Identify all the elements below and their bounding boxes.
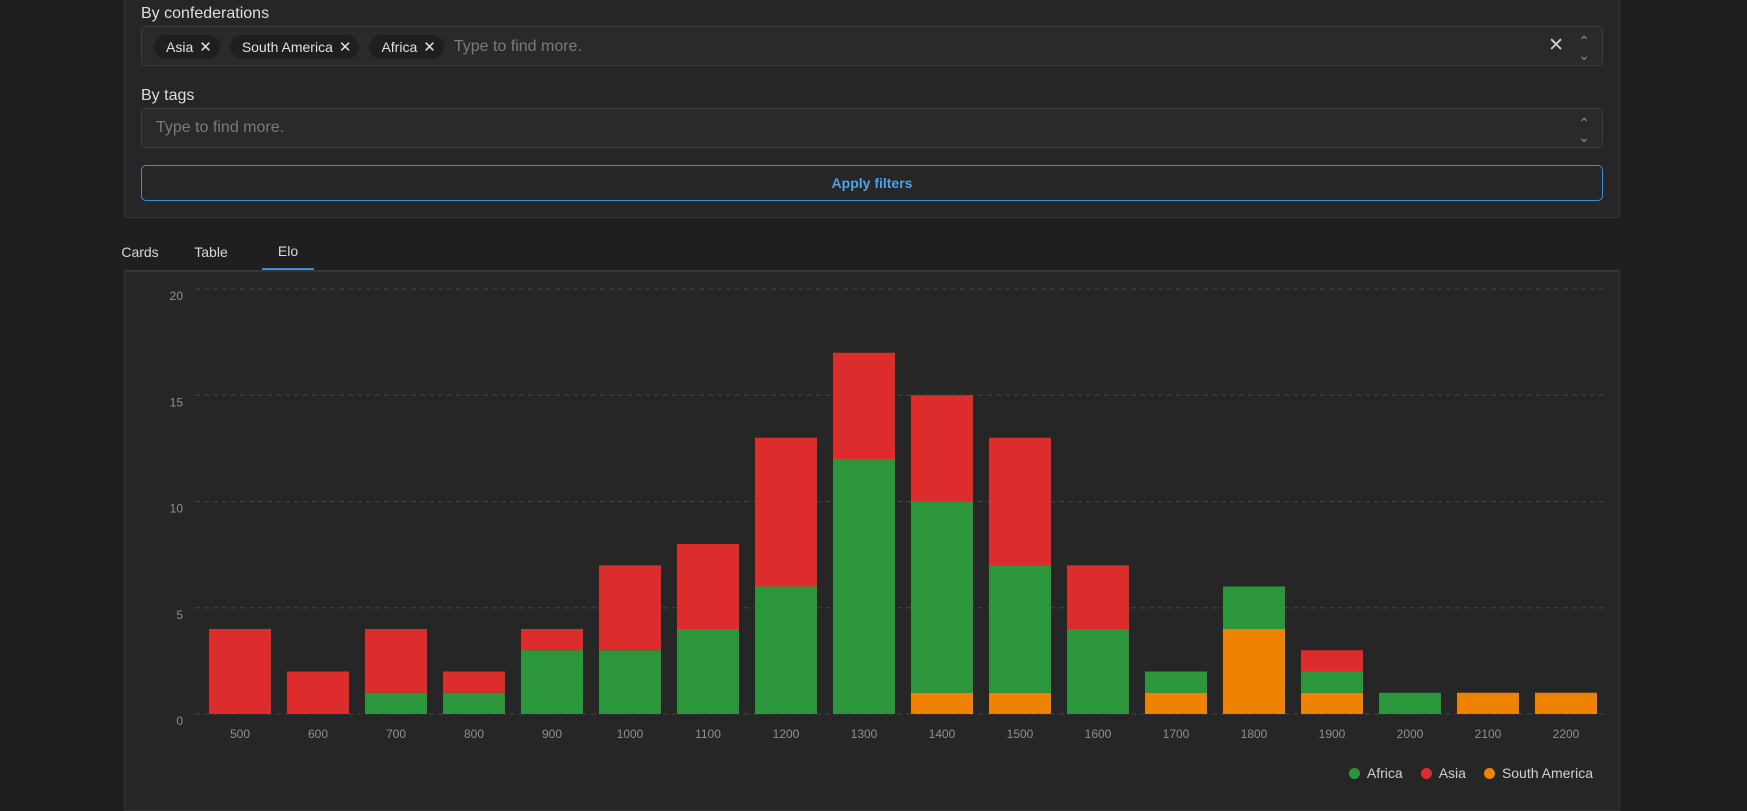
tab-elo[interactable]: Elo bbox=[262, 234, 314, 270]
bar-segment-africa bbox=[1145, 671, 1207, 693]
remove-south-america-icon[interactable]: ✕ bbox=[338, 39, 352, 56]
pill-label: Africa bbox=[381, 39, 418, 55]
x-tick-label: 500 bbox=[230, 727, 250, 741]
remove-asia-icon[interactable]: ✕ bbox=[199, 39, 212, 56]
remove-africa-icon[interactable]: ✕ bbox=[423, 39, 436, 56]
confederations-label: By confederations bbox=[141, 5, 270, 22]
confederation-pill-asia: Asia ✕ bbox=[154, 35, 220, 59]
confederation-pill-africa: Africa ✕ bbox=[369, 35, 444, 59]
legend-dot-icon bbox=[1483, 767, 1495, 779]
bar-segment-asia bbox=[833, 352, 895, 459]
x-tick-label: 1400 bbox=[929, 727, 956, 741]
x-tick-label: 1100 bbox=[695, 727, 721, 741]
filter-panel: By confederations Asia ✕ South America ✕… bbox=[124, 0, 1620, 218]
bar-segment-africa bbox=[1301, 671, 1363, 693]
x-tick-label: 2100 bbox=[1475, 727, 1502, 741]
legend-item[interactable]: South America bbox=[1483, 765, 1593, 781]
bar-segment-south-america bbox=[1301, 692, 1363, 714]
pill-label: Asia bbox=[166, 39, 194, 55]
bar-segment-asia bbox=[365, 629, 427, 693]
bar-segment-asia bbox=[443, 671, 505, 693]
bar-segment-south-america bbox=[1145, 692, 1207, 714]
bar-segment-south-america bbox=[1223, 629, 1285, 714]
chart-legend: Africa Asia South America bbox=[1348, 765, 1593, 781]
bar-segment-africa bbox=[911, 501, 973, 693]
bar-segment-africa bbox=[1223, 586, 1285, 629]
x-tick-label: 800 bbox=[464, 727, 484, 741]
x-tick-label: 1200 bbox=[773, 727, 800, 741]
bar-segment-asia bbox=[677, 544, 739, 629]
x-tick-label: 2000 bbox=[1397, 727, 1424, 741]
chevron-up-down-icon[interactable]: ⌃ ⌄ bbox=[1578, 115, 1590, 145]
x-tick-label: 700 bbox=[386, 727, 406, 741]
y-tick-label: 20 bbox=[170, 289, 184, 303]
bar-segment-asia bbox=[521, 629, 583, 651]
tab-cards[interactable]: Cards bbox=[121, 244, 159, 260]
bar-segment-asia bbox=[911, 395, 973, 502]
tab-table[interactable]: Table bbox=[194, 244, 228, 260]
x-tick-label: 1500 bbox=[1007, 727, 1034, 741]
y-tick-label: 0 bbox=[176, 714, 183, 728]
elo-chart-panel: 0 5 10 15 20 500 600 700 800 900 1000 1100 1200 1300 1… bbox=[124, 271, 1620, 811]
tags-multiselect[interactable]: Type to find more. ⌃ ⌄ bbox=[141, 108, 1603, 148]
chevron-up-down-icon[interactable]: ⌃ ⌄ bbox=[1578, 33, 1590, 63]
bar-segment-africa bbox=[1379, 692, 1441, 714]
bar-segment-africa bbox=[677, 629, 739, 714]
bar-segment-asia bbox=[1301, 650, 1363, 672]
legend-label: South America bbox=[1501, 765, 1593, 781]
y-tick-label: 15 bbox=[170, 395, 184, 409]
elo-histogram-chart: 0 5 10 15 20 500 600 700 800 900 1000 1100 1200 1300 1… bbox=[170, 288, 1605, 741]
x-tick-label: 2200 bbox=[1553, 727, 1580, 741]
confederations-multiselect[interactable]: Asia ✕ South America ✕ Africa ✕ Type to … bbox=[141, 26, 1603, 66]
bar-segment-africa bbox=[599, 650, 661, 714]
bar-segment-asia bbox=[1067, 565, 1129, 629]
bar-segment-asia bbox=[755, 437, 817, 587]
legend-dot-icon bbox=[1348, 767, 1360, 779]
bar-segment-south-america bbox=[1535, 692, 1597, 714]
bar-segment-asia bbox=[989, 437, 1051, 566]
legend-dot-icon bbox=[1420, 767, 1432, 779]
bar-segment-asia bbox=[287, 671, 349, 714]
tags-label: By tags bbox=[141, 87, 195, 104]
legend-label: Africa bbox=[1366, 765, 1403, 781]
bar-segment-africa bbox=[521, 650, 583, 714]
x-tick-label: 1600 bbox=[1085, 727, 1112, 741]
x-tick-label: 600 bbox=[308, 727, 328, 741]
x-tick-label: 1700 bbox=[1163, 727, 1190, 741]
bar-segment-asia bbox=[209, 629, 271, 714]
confederations-search-input[interactable]: Type to find more. bbox=[453, 38, 582, 55]
bar-segment-africa bbox=[833, 459, 895, 714]
pill-label: South America bbox=[241, 39, 333, 55]
x-tick-label: 1800 bbox=[1241, 727, 1268, 741]
x-tick-label: 1900 bbox=[1319, 727, 1346, 741]
x-tick-label: 900 bbox=[542, 727, 562, 741]
bar-segment-asia bbox=[599, 565, 661, 651]
view-tabs: Cards Table Elo bbox=[121, 234, 1620, 271]
bar-segment-africa bbox=[989, 565, 1051, 693]
bar-segment-africa bbox=[1067, 629, 1129, 714]
confederation-pill-south-america: South America ✕ bbox=[229, 35, 360, 59]
apply-filters-button[interactable]: Apply filters bbox=[141, 165, 1603, 201]
clear-icon[interactable]: ✕ bbox=[1548, 35, 1564, 56]
x-tick-label: 1300 bbox=[851, 727, 878, 741]
bar-segment-south-america bbox=[989, 692, 1051, 714]
legend-item[interactable]: Africa bbox=[1348, 765, 1403, 781]
bar-segment-africa bbox=[443, 692, 505, 714]
bar-segment-south-america bbox=[1457, 692, 1519, 714]
legend-label: Asia bbox=[1438, 765, 1466, 781]
y-tick-label: 5 bbox=[176, 608, 183, 622]
tags-search-input[interactable]: Type to find more. bbox=[156, 119, 285, 136]
bar-segment-africa bbox=[755, 586, 817, 714]
bar-segment-south-america bbox=[911, 692, 973, 714]
x-tick-label: 1000 bbox=[617, 727, 644, 741]
legend-item[interactable]: Asia bbox=[1420, 765, 1466, 781]
bar-segment-africa bbox=[365, 692, 427, 714]
y-tick-label: 10 bbox=[170, 502, 184, 516]
